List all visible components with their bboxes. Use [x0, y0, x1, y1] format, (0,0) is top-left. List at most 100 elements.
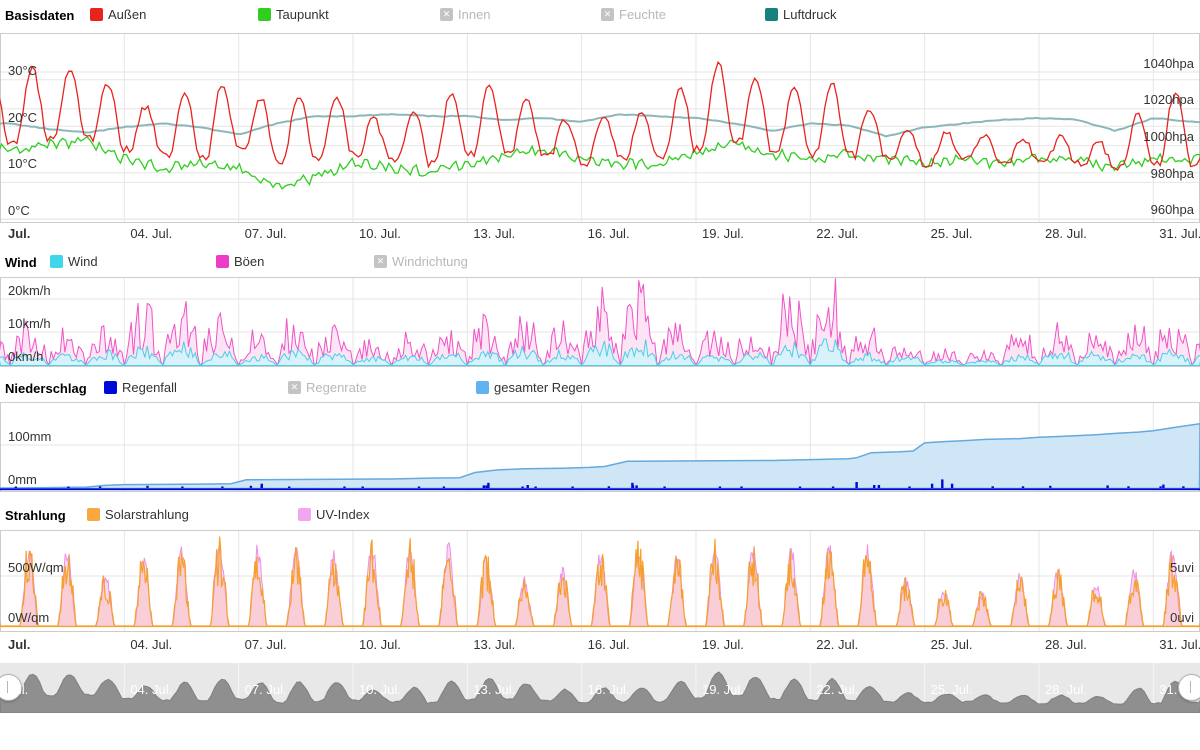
regenfall-bar [534, 486, 537, 488]
taupunkt-line [0, 135, 1200, 190]
legend-row-strahlung: Strahlung Solarstrahlung UV-Index [0, 506, 1200, 528]
legend-item-label: Taupunkt [276, 7, 329, 22]
regenfall-bar [146, 485, 149, 488]
wind-plot [0, 277, 1200, 367]
x-axis-tick-label: 19. Jul. [701, 226, 744, 241]
x-axis-tick-label: 10. Jul. [358, 637, 401, 652]
series-disabled-x-icon: ✕ [288, 381, 301, 394]
regenfall-bar [442, 486, 446, 488]
legend-item-label: Regenfall [122, 380, 177, 395]
legend-item-regenfall[interactable]: Regenfall [104, 380, 177, 395]
navigator-svg[interactable] [0, 663, 1200, 714]
x-axis-tick-label: 31. Jul. [1159, 637, 1200, 652]
legend-item-uv-index[interactable]: UV-Index [298, 507, 369, 522]
legend-item-label: gesamter Regen [494, 380, 591, 395]
chart-strahlung [0, 530, 1200, 632]
regenfall-bar [855, 482, 858, 488]
y-axis-tick-label: 500W/qm [8, 560, 64, 575]
legend-item-label: Windrichtung [392, 254, 468, 269]
legend-item-label: Solarstrahlung [105, 507, 189, 522]
regenfall-bar [798, 486, 802, 488]
navigator-tick-label: 16. Jul. [587, 682, 630, 697]
regenfall-bar [831, 486, 835, 488]
xaxis-labels-top: Jul. 04. Jul. 07. Jul. 10. Jul. 13. Jul. 16. … [0, 226, 1200, 244]
regenfall-bar [1049, 485, 1052, 488]
regenfall-bar [343, 486, 346, 488]
navigator-tick-label: 04. Jul. [130, 682, 173, 697]
chart-basisdaten [0, 33, 1200, 223]
panel-title-strahlung: Strahlung [5, 508, 66, 523]
legend-item-b-en[interactable]: Böen [216, 254, 264, 269]
navigator-tick-label: 28. Jul. [1044, 682, 1087, 697]
regenfall-bar [526, 485, 529, 488]
legend-item-solarstrahlung[interactable]: Solarstrahlung [87, 507, 189, 522]
legend-row-niederschlag: Niederschlag Regenfall ✕ Regenrate gesamter… [0, 379, 1200, 401]
regenfall-bar [718, 486, 722, 488]
niederschlag-plot [0, 402, 1200, 492]
series-disabled-x-icon: ✕ [374, 255, 387, 268]
x-axis-tick-label: 31. Jul. [1159, 226, 1200, 241]
x-axis-tick-label: 16. Jul. [587, 637, 630, 652]
regenfall-bar [631, 485, 635, 488]
legend-item-au-en[interactable]: Außen [90, 7, 146, 22]
regenfall-bar [260, 485, 263, 488]
legend-item-label: Feuchte [619, 7, 666, 22]
legend-row-wind: Wind Wind Böen ✕ Windrichtung [0, 253, 1200, 275]
y-axis-tick-label: 0km/h [8, 349, 44, 364]
y-axis-tick-label: 10°C [8, 156, 38, 171]
legend-item-taupunkt[interactable]: Taupunkt [258, 7, 329, 22]
navigator-month-label: Jul. [8, 682, 29, 697]
regenfall-bar [607, 486, 611, 488]
x-axis-tick-label: 04. Jul. [130, 637, 173, 652]
panel-title-wind: Wind [5, 255, 37, 270]
navigator-tick-label: 25. Jul. [930, 682, 973, 697]
legend-item-label: Böen [234, 254, 265, 269]
navigator-overview-area[interactable] [0, 663, 1200, 718]
legend-item-wind[interactable]: Wind [50, 254, 98, 269]
y-axis-tick-label: 0mm [8, 472, 37, 487]
legend-item-innen[interactable]: ✕ Innen [440, 7, 491, 22]
regenfall-bar [221, 486, 224, 488]
legend-item-feuchte[interactable]: ✕ Feuchte [601, 7, 666, 22]
y-axis-tick-label: 0°C [8, 203, 30, 218]
x-axis-tick-label: 22. Jul. [816, 226, 859, 241]
navigator-left-handle[interactable] [0, 674, 22, 701]
x-axis-tick-label: 22. Jul. [816, 637, 859, 652]
regenfall-bar [361, 486, 364, 488]
y-axis-tick-label: 960hpa [1150, 202, 1194, 217]
x-axis-tick-label: 28. Jul. [1044, 637, 1087, 652]
legend-item-label: Wind [68, 254, 98, 269]
navigator-right-handle[interactable] [1178, 674, 1200, 701]
regenfall-bar [67, 486, 70, 488]
legend-item-windrichtung[interactable]: ✕ Windrichtung [374, 254, 468, 269]
panel-title-basisdaten: Basisdaten [5, 8, 75, 23]
series-swatch-icon [216, 255, 229, 268]
y-axis-tick-label: 10km/h [8, 316, 51, 331]
regenfall-bar [288, 486, 291, 488]
series-swatch-icon [104, 381, 117, 394]
navigator-tick-label: 07. Jul. [244, 682, 287, 697]
legend-item-gesamter-regen[interactable]: gesamter Regen [476, 380, 590, 395]
legend-item-label: Innen [458, 7, 491, 22]
regenfall-bar [740, 486, 743, 488]
series-swatch-icon [258, 8, 271, 21]
panel-title-niederschlag: Niederschlag [5, 381, 87, 396]
y-axis-tick-label: 20km/h [8, 283, 51, 298]
x-axis-tick-label: 07. Jul. [244, 226, 287, 241]
navigator[interactable]: Jul. 04. Jul. 07. Jul. 10. Jul. 13. Jul. 16. … [0, 663, 1200, 714]
y-axis-tick-label: 1000hpa [1143, 129, 1194, 144]
series-disabled-x-icon: ✕ [601, 8, 614, 21]
regenfall-bar [1162, 484, 1165, 488]
regenfall-bar [1159, 486, 1162, 488]
legend-item-regenrate[interactable]: ✕ Regenrate [288, 380, 367, 395]
regenfall-bar [941, 479, 944, 488]
regenfall-bar [487, 482, 490, 488]
regenfall-bar [877, 485, 881, 488]
legend-row-basisdaten: Basisdaten Außen Taupunkt ✕ Innen ✕ Feuchte Lu… [0, 6, 1200, 28]
legend-item-luftdruck[interactable]: Luftdruck [765, 7, 836, 22]
y-axis-tick-label: 20°C [8, 110, 38, 125]
series-swatch-icon [476, 381, 489, 394]
gesamter-regen-area [0, 423, 1200, 490]
regenfall-bar [482, 485, 485, 488]
